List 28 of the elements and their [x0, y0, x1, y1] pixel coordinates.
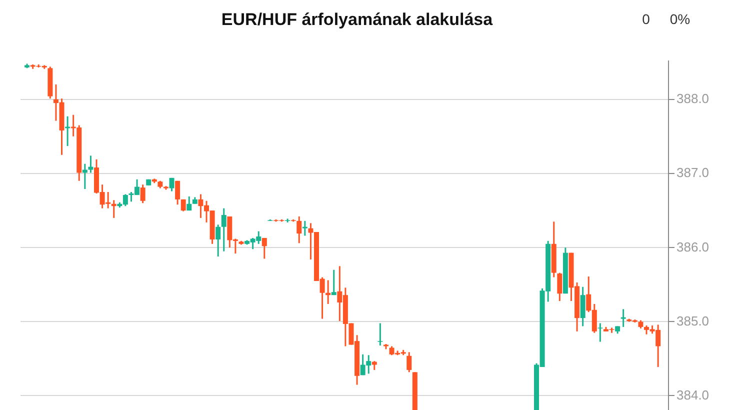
y-tick-label: 387.0	[676, 165, 710, 180]
candlestick	[326, 279, 331, 305]
chart-title: EUR/HUF árfolyamának alakulása	[221, 10, 494, 29]
candlestick	[557, 272, 562, 302]
candlestick	[140, 184, 146, 204]
candlestick	[331, 269, 336, 296]
candlestick	[216, 224, 221, 258]
candlestick	[186, 196, 192, 212]
candlestick	[221, 208, 226, 252]
candlestick	[169, 177, 174, 192]
candlestick	[65, 116, 70, 147]
y-tick-label: 385.0	[676, 314, 710, 329]
candlestick	[175, 180, 180, 206]
candlestick	[378, 322, 383, 346]
y-tick-label: 386.0	[676, 239, 710, 254]
candlestick	[406, 351, 412, 373]
candlestick	[262, 237, 267, 260]
candlestick	[82, 163, 88, 190]
text: 0%	[670, 11, 690, 27]
candlestick	[620, 308, 626, 328]
y-tick-label: 388.0	[676, 91, 710, 106]
candlestick	[111, 199, 116, 219]
candlestick	[580, 286, 586, 327]
candlestick	[296, 216, 302, 244]
candlestick	[598, 322, 603, 343]
candlestick	[302, 220, 308, 236]
y-tick-label: 384.0	[676, 388, 710, 403]
text: 0	[642, 11, 650, 27]
